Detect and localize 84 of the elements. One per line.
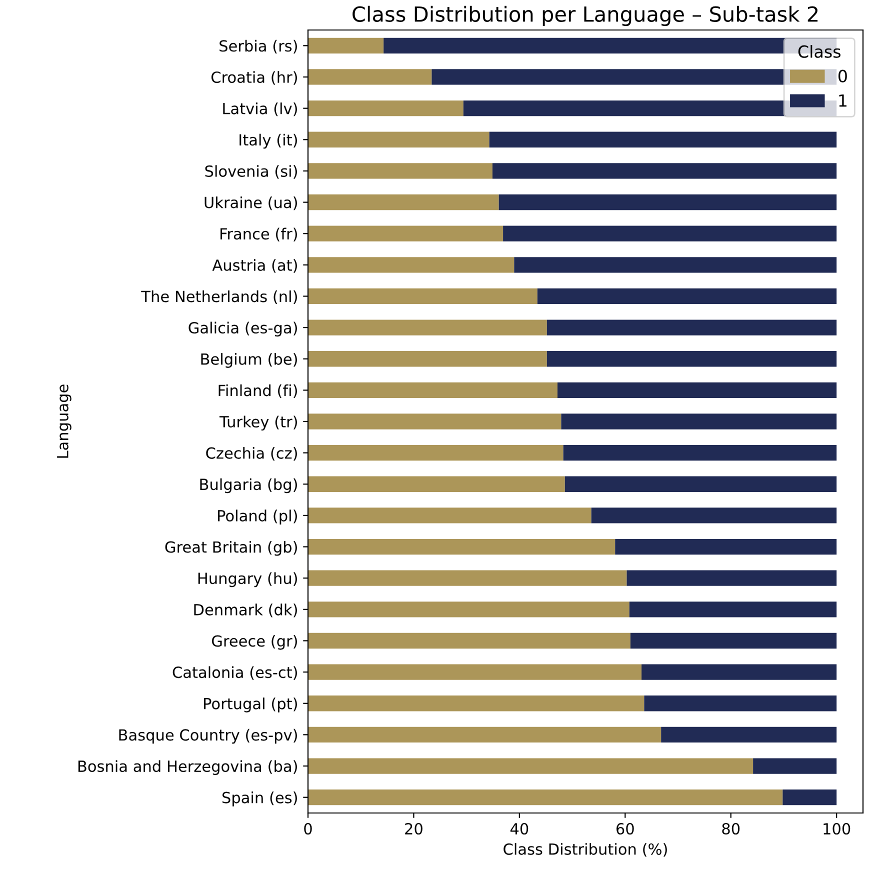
bar: [308, 38, 384, 54]
bar: [308, 602, 630, 618]
bar: [308, 226, 504, 242]
y-tick-label: Belgium (be): [201, 353, 297, 368]
bar: [591, 508, 837, 524]
bar: [753, 758, 837, 774]
y-tick-label: Poland (pl): [218, 510, 297, 524]
bar: [615, 538, 837, 555]
y-tick-label: Czechia (cz): [206, 447, 297, 461]
y-tick-label: Spain (es): [222, 792, 297, 806]
bar: [503, 226, 837, 242]
y-tick-label: Austria (at): [212, 259, 297, 273]
y-tick-label: Hungary (hu): [198, 572, 297, 588]
bar: [308, 69, 432, 85]
y-axis-title: Language: [57, 384, 72, 458]
x-tick-label: 60: [616, 822, 634, 835]
bar: [629, 602, 837, 618]
bar: [308, 758, 754, 774]
x-tick-label: 40: [510, 822, 528, 835]
bar: [557, 382, 837, 398]
x-tick-label: 20: [405, 822, 422, 835]
bar: [308, 726, 662, 743]
bar: [308, 163, 492, 179]
bar: [308, 790, 783, 806]
bar: [514, 257, 837, 273]
bar: [308, 664, 642, 680]
y-tick-label: Latvia (lv): [223, 102, 297, 116]
bar: [308, 288, 538, 304]
y-tick-label: Great Britain (gb): [165, 540, 297, 556]
y-tick-label: Italy (it): [240, 134, 297, 149]
y-tick-label: Galicia (es-ga): [188, 322, 297, 337]
legend-label: 0: [838, 70, 847, 82]
bar: [561, 414, 837, 430]
y-tick-label: Turkey (tr): [219, 416, 297, 430]
y-tick-label: Denmark (dk): [194, 604, 297, 618]
bar: [537, 288, 837, 304]
y-tick-label: Catalonia (es-ct): [172, 666, 297, 680]
y-tick-label: Bosnia and Herzegovina (ba): [78, 760, 297, 775]
y-tick-label: Finland (fi): [218, 384, 297, 398]
bar: [308, 632, 630, 649]
x-axis-title: Class Distribution (%): [504, 843, 667, 857]
bar: [308, 696, 644, 712]
y-tick-label: Croatia (hr): [211, 71, 297, 85]
bar: [564, 476, 837, 492]
y-tick-label: Bulgaria (bg): [200, 478, 297, 494]
bar: [492, 163, 837, 179]
bar: [308, 570, 627, 586]
bar: [308, 538, 616, 555]
bar: [498, 194, 837, 210]
y-tick-label: Ukraine (ua): [204, 196, 297, 210]
y-tick-label: Basque Country (es-pv): [119, 728, 297, 744]
bar: [642, 664, 837, 680]
bar: [308, 444, 564, 461]
y-tick-label: The Netherlands (nl): [141, 290, 297, 304]
bar: [644, 696, 837, 712]
legend-title: Class: [798, 45, 840, 58]
bar: [308, 476, 565, 492]
bar: [308, 320, 547, 336]
bar: [626, 570, 837, 586]
bar: [563, 444, 837, 461]
bar: [308, 100, 464, 116]
bar: [308, 194, 499, 210]
bar: [308, 351, 547, 367]
y-tick-label: France (fr): [220, 228, 297, 242]
y-tick-label: Serbia (rs): [220, 40, 297, 54]
bar: [546, 320, 837, 336]
bar: [308, 257, 514, 273]
chart-title: Class Distribution per Language – Sub-task 2: [352, 6, 818, 26]
bar: [308, 382, 558, 398]
bar: [489, 132, 837, 148]
x-tick-label: 100: [824, 822, 850, 835]
bar: [308, 414, 562, 430]
y-tick-label: Slovenia (si): [205, 165, 297, 179]
bar: [308, 132, 490, 148]
bar: [661, 726, 837, 743]
y-tick-label: Greece (gr): [212, 634, 297, 650]
x-tick-label: 80: [722, 822, 740, 835]
bar: [782, 790, 837, 806]
bar: [308, 508, 592, 524]
y-tick-label: Portugal (pt): [204, 698, 297, 712]
bar: [546, 351, 837, 367]
legend-label: 1: [839, 94, 846, 107]
x-tick-label: 0: [304, 822, 312, 835]
bar: [630, 632, 837, 649]
